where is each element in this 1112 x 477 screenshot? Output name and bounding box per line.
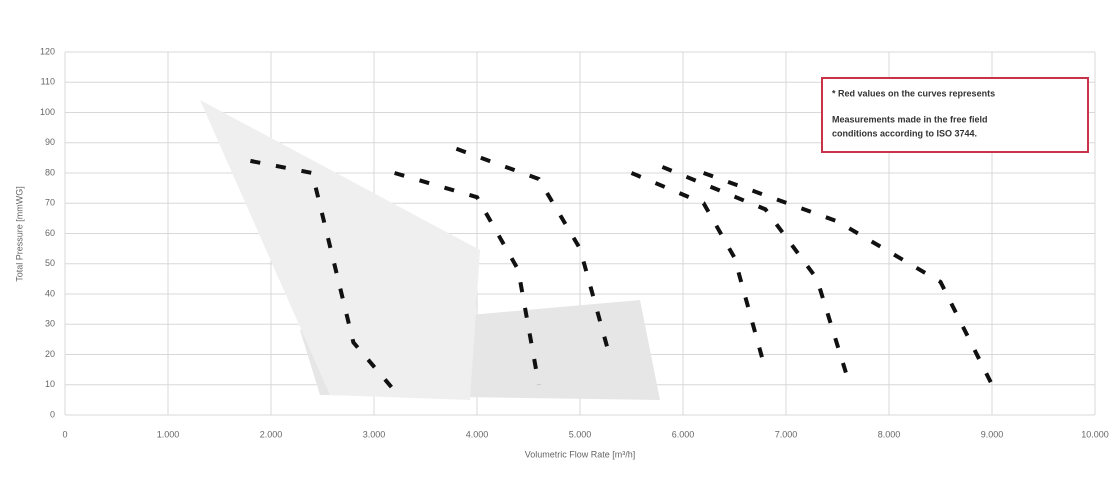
x-tick-label: 9.000 [981,429,1004,439]
y-tick-label: 30 [45,319,55,329]
note-line: conditions according to ISO 3744. [832,128,977,138]
y-axis-label: Total Pressure [mmWG] [14,186,24,282]
y-tick-label: 60 [45,228,55,238]
y-tick-label: 10 [45,379,55,389]
fan-curve [630,171,768,371]
x-axis-label: Volumetric Flow Rate [m³/h] [525,449,636,459]
y-tick-label: 50 [45,258,55,268]
fan-curve [250,158,397,393]
note-box [821,77,1089,153]
shaded-region [200,100,480,400]
x-tick-label: 0 [62,429,67,439]
y-tick-label: 70 [45,198,55,208]
fan-curve [702,171,994,386]
y-tick-label: 120 [40,46,55,56]
y-tick-label: 100 [40,107,55,117]
y-tick-label: 90 [45,137,55,147]
fan-curve [661,165,850,380]
x-tick-label: 5.000 [569,429,592,439]
x-tick-label: 4.000 [466,429,489,439]
y-tick-label: 0 [50,409,55,419]
x-tick-label: 6.000 [672,429,695,439]
note-line: Measurements made in the free field [832,114,988,124]
y-tick-label: 20 [45,349,55,359]
y-tick-label: 110 [41,77,55,87]
y-tick-label: 80 [45,167,55,177]
note-line: * Red values on the curves represents [832,88,995,98]
x-tick-label: 1.000 [157,429,180,439]
x-tick-label: 8.000 [878,429,901,439]
x-tick-label: 10.000 [1081,429,1109,439]
x-tick-label: 7.000 [775,429,798,439]
y-tick-label: 40 [45,288,55,298]
x-tick-label: 2.000 [260,429,283,439]
x-tick-label: 3.000 [363,429,386,439]
